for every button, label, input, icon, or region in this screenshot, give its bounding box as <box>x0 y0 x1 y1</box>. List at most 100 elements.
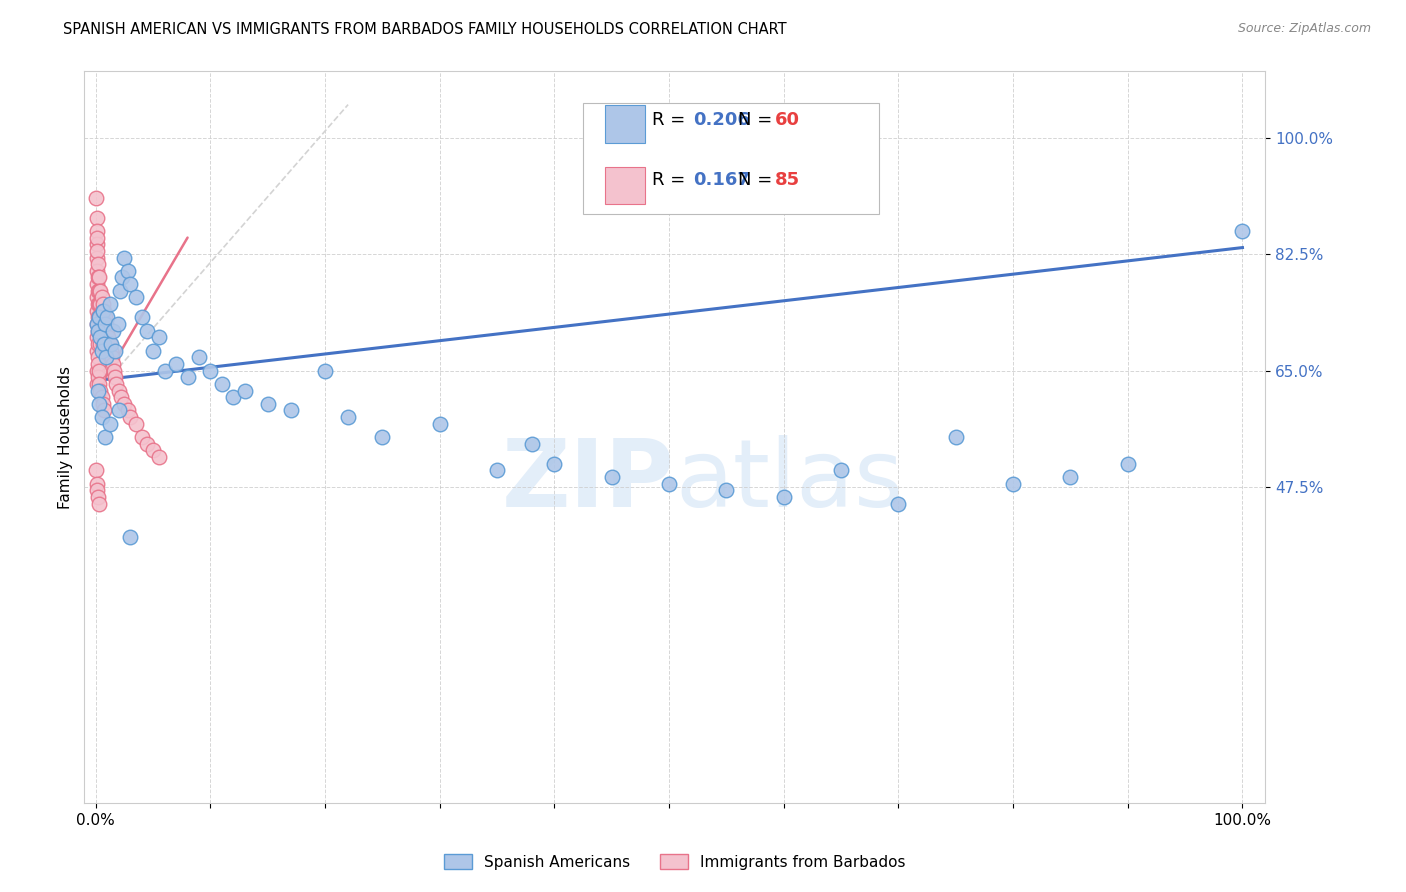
Point <box>87 310 110 325</box>
Point <box>91 397 114 411</box>
Point <box>104 343 127 358</box>
Point <box>887 497 910 511</box>
Point <box>120 530 142 544</box>
Point <box>87 297 110 311</box>
Point <box>86 483 108 498</box>
Point <box>87 357 110 371</box>
Point <box>96 310 118 325</box>
Point <box>89 310 111 325</box>
Point <box>96 324 118 338</box>
Point <box>148 450 170 464</box>
Point <box>87 284 110 298</box>
Text: Source: ZipAtlas.com: Source: ZipAtlas.com <box>1237 22 1371 36</box>
Point <box>89 297 111 311</box>
Point <box>96 351 118 365</box>
Point <box>89 270 111 285</box>
Point <box>89 297 111 311</box>
Point <box>87 337 110 351</box>
Text: atlas: atlas <box>675 435 903 527</box>
Point <box>96 337 118 351</box>
Text: 0.206: 0.206 <box>693 111 749 128</box>
Point <box>86 264 108 278</box>
Point <box>200 363 222 377</box>
Point <box>91 310 114 325</box>
Point <box>716 483 738 498</box>
Point <box>107 317 129 331</box>
Point <box>1232 224 1254 238</box>
Point <box>94 310 117 325</box>
Point <box>93 403 115 417</box>
Point <box>86 343 108 358</box>
Text: R =: R = <box>652 171 697 189</box>
Point <box>94 330 117 344</box>
Point <box>131 430 153 444</box>
Point <box>91 297 114 311</box>
Point <box>86 463 108 477</box>
Point <box>97 330 120 344</box>
Point <box>153 363 176 377</box>
Point <box>117 403 139 417</box>
Point <box>1116 457 1139 471</box>
Point <box>93 303 115 318</box>
Point <box>87 324 110 338</box>
Point <box>91 303 114 318</box>
Text: 60: 60 <box>775 111 800 128</box>
Point <box>1059 470 1081 484</box>
Point <box>142 443 165 458</box>
Point <box>176 370 198 384</box>
Point <box>86 244 108 258</box>
Point <box>148 330 170 344</box>
Point <box>87 257 110 271</box>
Point <box>89 384 111 398</box>
Point <box>142 343 165 358</box>
Point <box>89 497 111 511</box>
Point <box>93 330 115 344</box>
Point <box>125 290 148 304</box>
Point <box>90 317 112 331</box>
Point <box>86 211 108 225</box>
Point <box>86 237 108 252</box>
Point <box>86 376 108 391</box>
Point <box>89 324 111 338</box>
Point <box>89 337 111 351</box>
Point <box>211 376 233 391</box>
Point <box>98 351 121 365</box>
Point <box>1002 476 1025 491</box>
Point <box>86 277 108 292</box>
Point <box>830 463 852 477</box>
Point <box>98 417 121 431</box>
Point <box>165 357 187 371</box>
Text: 0.167: 0.167 <box>693 171 749 189</box>
Point <box>520 436 543 450</box>
Text: SPANISH AMERICAN VS IMMIGRANTS FROM BARBADOS FAMILY HOUSEHOLDS CORRELATION CHART: SPANISH AMERICAN VS IMMIGRANTS FROM BARB… <box>63 22 787 37</box>
Point <box>94 317 117 331</box>
Point <box>101 324 124 338</box>
Point <box>90 303 112 318</box>
Point <box>314 363 336 377</box>
Point <box>89 284 111 298</box>
Point <box>86 251 108 265</box>
Point <box>93 337 115 351</box>
Point <box>86 317 108 331</box>
Point <box>86 317 108 331</box>
Point <box>94 430 117 444</box>
Point <box>104 370 127 384</box>
Point <box>100 343 122 358</box>
Point <box>543 457 565 471</box>
Point <box>105 376 128 391</box>
Point <box>87 384 110 398</box>
Point <box>87 370 110 384</box>
Point <box>98 337 121 351</box>
Point <box>90 330 112 344</box>
Point <box>114 397 136 411</box>
Point <box>94 351 117 365</box>
Point <box>658 476 681 491</box>
Point <box>120 410 142 425</box>
Point <box>94 337 117 351</box>
Point <box>103 363 125 377</box>
Point <box>108 284 131 298</box>
Point <box>280 403 302 417</box>
Point <box>188 351 211 365</box>
Point <box>600 470 623 484</box>
Text: 85: 85 <box>775 171 800 189</box>
